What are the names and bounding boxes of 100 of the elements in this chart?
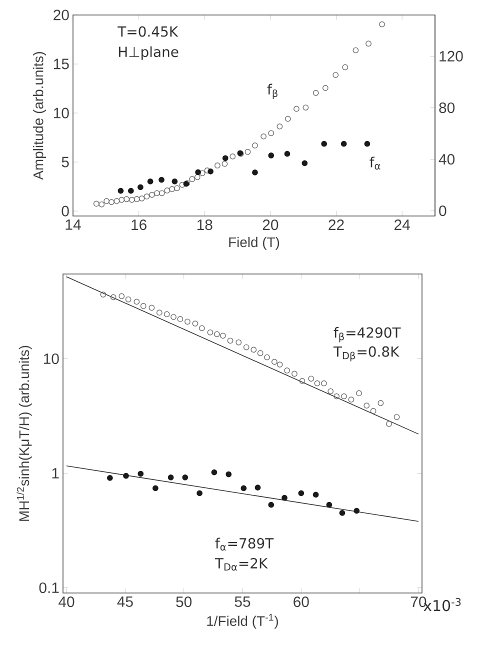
point xyxy=(174,185,180,192)
point xyxy=(341,393,347,400)
point xyxy=(282,494,288,501)
point xyxy=(334,393,340,400)
point xyxy=(123,472,129,479)
point xyxy=(196,490,202,496)
point xyxy=(214,331,220,338)
point xyxy=(386,420,392,427)
point xyxy=(214,162,220,168)
annotation: T$_{Dβ}$=0.8K xyxy=(333,346,400,362)
point xyxy=(110,294,116,300)
point xyxy=(254,484,261,491)
x-tick-label: 20 xyxy=(262,220,278,230)
annotation: f$_{β}$ xyxy=(267,84,278,99)
x-tick-label: 16 xyxy=(132,220,146,230)
point xyxy=(118,188,124,194)
point xyxy=(326,502,332,508)
y-tick-label: 15 xyxy=(54,58,69,70)
point xyxy=(308,376,314,382)
point xyxy=(257,350,264,356)
point xyxy=(189,176,196,182)
point xyxy=(154,190,160,196)
annotation: T$_{Dα}$=2K xyxy=(214,558,268,571)
point xyxy=(271,358,278,365)
point xyxy=(364,402,370,409)
point xyxy=(128,188,134,194)
point xyxy=(134,298,140,305)
point xyxy=(339,510,346,516)
point xyxy=(226,471,232,478)
point xyxy=(179,182,186,188)
point xyxy=(106,475,113,481)
point xyxy=(177,316,184,322)
point xyxy=(354,508,360,514)
point xyxy=(118,196,125,203)
point xyxy=(378,400,384,406)
x-tick-label: 18 xyxy=(197,220,212,230)
point xyxy=(250,346,257,353)
point xyxy=(140,303,146,309)
point xyxy=(138,470,144,477)
point xyxy=(322,85,328,91)
point xyxy=(370,408,376,414)
point xyxy=(244,148,251,155)
point xyxy=(148,304,155,311)
x-axis-title: Field (T) xyxy=(229,236,280,250)
annotation: T=0.45K xyxy=(118,26,178,37)
point xyxy=(268,130,274,136)
point xyxy=(134,196,140,202)
point xyxy=(340,140,347,147)
point xyxy=(243,344,250,350)
point xyxy=(260,134,266,140)
point xyxy=(292,370,298,377)
point xyxy=(125,296,132,302)
point xyxy=(114,198,120,204)
point xyxy=(104,198,110,204)
point xyxy=(284,116,291,122)
point xyxy=(284,368,290,374)
point xyxy=(118,293,125,300)
point xyxy=(172,178,178,184)
point xyxy=(168,474,174,480)
point xyxy=(276,124,283,130)
point xyxy=(312,492,319,498)
y-tick-label: 0.1 xyxy=(39,582,59,594)
point xyxy=(302,104,309,110)
point xyxy=(394,414,400,420)
y-tick-label: 5 xyxy=(62,156,69,168)
point xyxy=(312,90,319,96)
point xyxy=(207,329,214,336)
point xyxy=(158,190,165,196)
x-tick-label: 50 xyxy=(176,596,192,608)
point xyxy=(284,150,290,157)
x-tick-label: 45 xyxy=(117,596,133,607)
point xyxy=(328,388,334,394)
annotation: f$_{β}$=4290T xyxy=(334,327,401,342)
point xyxy=(342,64,348,70)
y2-tick-label: 0 xyxy=(439,206,446,216)
annotation: f$_{α}$ xyxy=(370,156,380,170)
point xyxy=(222,155,228,162)
point xyxy=(108,199,114,206)
point xyxy=(182,474,188,480)
point xyxy=(144,194,150,200)
point xyxy=(302,160,308,166)
point xyxy=(332,72,339,78)
point xyxy=(348,396,354,403)
point xyxy=(222,160,228,167)
point xyxy=(164,188,170,194)
point xyxy=(211,469,218,476)
y-tick-label: 10 xyxy=(54,108,69,118)
point xyxy=(158,176,164,183)
point xyxy=(156,310,162,316)
annotation: f$_{α}$=789T xyxy=(215,538,274,551)
point xyxy=(379,21,385,28)
point xyxy=(227,338,234,344)
point xyxy=(294,106,300,112)
point xyxy=(138,196,145,202)
y-tick-label: 10 xyxy=(44,353,59,364)
point xyxy=(352,47,359,54)
point xyxy=(128,196,135,203)
x-tick-label: 14 xyxy=(66,220,81,230)
x-axis-title: 1/Field (T$^{-1}$) xyxy=(207,614,278,629)
point xyxy=(198,325,205,332)
